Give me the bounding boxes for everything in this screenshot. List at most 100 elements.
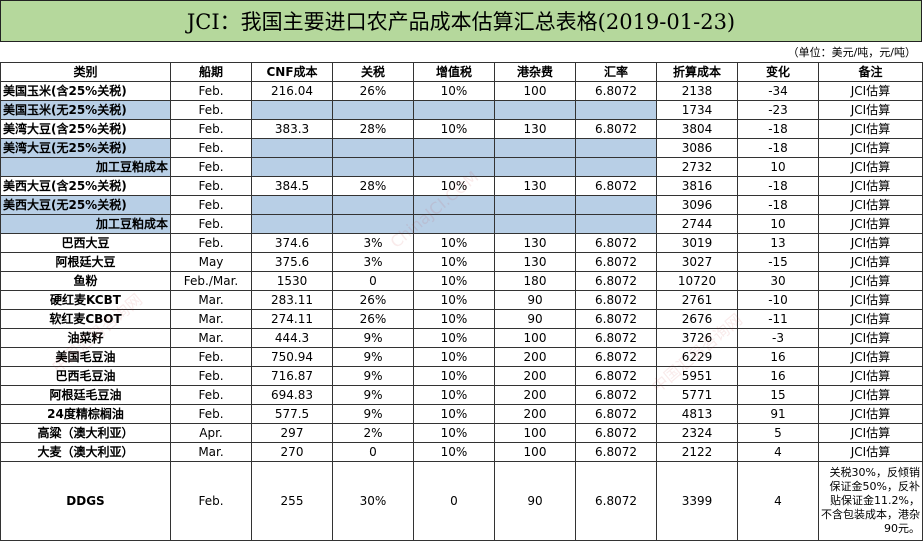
table-cell [413,214,495,234]
table-row: 巴西毛豆油 Feb. 716.87 9% 10% 200 6.8072 5951 16 JCI估算 [0,366,923,386]
table-cell: Feb. [170,100,252,120]
table-cell: Feb. [170,157,252,177]
table-row: 加工豆粕成本 Feb. 2744 10 JCI估算 [0,214,923,234]
table-cell: 9% [332,328,414,348]
table-cell [251,195,333,215]
table-cell: 5951 [656,366,738,386]
table-cell: JCI估算 [818,195,923,215]
table-cell: 6.8072 [575,119,657,139]
table-cell: 130 [494,119,576,139]
table-cell: 2324 [656,423,738,443]
table-cell [332,214,414,234]
table-cell [332,100,414,120]
table-cell: Feb. [170,404,252,424]
table-cell: Feb./Mar. [170,271,252,291]
table-cell: 90 [494,461,576,541]
table-cell: 2761 [656,290,738,310]
table-cell [413,195,495,215]
column-header: 港杂费 [494,62,576,82]
table-cell: 90 [494,309,576,329]
page-title: JCI：我国主要进口农产品成本估算汇总表格(2019-01-23) [0,0,922,42]
row-category: 美湾大豆(无25%关税) [0,138,171,158]
table-cell: -18 [737,138,819,158]
table-cell: 6.8072 [575,404,657,424]
table-cell [332,195,414,215]
row-category: 高粱（澳大利亚） [0,423,171,443]
table-cell: 100 [494,442,576,462]
table-cell: JCI估算 [818,328,923,348]
table-cell: 91 [737,404,819,424]
table-cell: 2676 [656,309,738,329]
table-cell: 16 [737,366,819,386]
table-cell: 694.83 [251,385,333,405]
table-cell: 5 [737,423,819,443]
table-cell: JCI估算 [818,233,923,253]
table-cell: 1734 [656,100,738,120]
table-cell: Mar. [170,328,252,348]
table-cell: JCI估算 [818,100,923,120]
table-cell: 9% [332,347,414,367]
table-cell: 26% [332,309,414,329]
table-cell: JCI估算 [818,290,923,310]
table-cell: 6.8072 [575,309,657,329]
table-cell: 297 [251,423,333,443]
table-cell: 90 [494,290,576,310]
table-cell [494,195,576,215]
table-row: 大麦（澳大利亚） Mar. 270 0 10% 100 6.8072 2122 4 JCI估算 [0,442,923,462]
table-cell: 100 [494,423,576,443]
table-cell: 26% [332,81,414,101]
table-cell: JCI估算 [818,366,923,386]
table-row: 阿根廷毛豆油 Feb. 694.83 9% 10% 200 6.8072 5771 15 JCI估… [0,385,923,405]
row-category: 加工豆粕成本 [0,157,171,177]
table-cell: 6.8072 [575,176,657,196]
table-cell: 3804 [656,119,738,139]
table-cell: 444.3 [251,328,333,348]
table-cell: Feb. [170,366,252,386]
table-cell: 4813 [656,404,738,424]
table-cell: 10% [413,366,495,386]
table-cell: 2744 [656,214,738,234]
table-cell: JCI估算 [818,252,923,272]
table-cell: 6.8072 [575,290,657,310]
column-header: CNF成本 [251,62,333,82]
table-cell: Feb. [170,347,252,367]
row-category: 24度精棕榈油 [0,404,171,424]
table-row-ddgs: DDGS Feb. 255 30% 0 90 6.8072 3399 4 关税30%，反倾销保证金… [0,461,923,541]
table-row: 阿根廷大豆 May 375.6 3% 10% 130 6.8072 3027 -15 JCI估算 [0,252,923,272]
table-cell: 130 [494,233,576,253]
table-row: 高粱（澳大利亚） Apr. 297 2% 10% 100 6.8072 2324 5 JCI估算 [0,423,923,443]
table-cell: Feb. [170,195,252,215]
table-cell: May [170,252,252,272]
table-cell [413,138,495,158]
table-cell: 16 [737,347,819,367]
table-cell: -10 [737,290,819,310]
table-cell: 6.8072 [575,271,657,291]
table-cell: Apr. [170,423,252,443]
table-cell: -18 [737,195,819,215]
table-cell: Feb. [170,385,252,405]
table-cell [494,214,576,234]
table-row: 加工豆粕成本 Feb. 2732 10 JCI估算 [0,157,923,177]
table-cell: 577.5 [251,404,333,424]
table-cell: JCI估算 [818,347,923,367]
column-header: 类别 [0,62,171,82]
table-cell: 10% [413,442,495,462]
table-cell: 130 [494,176,576,196]
table-cell: 180 [494,271,576,291]
table-cell [332,157,414,177]
table-cell: JCI估算 [818,271,923,291]
table-row: 美国玉米(无25%关税) Feb. 1734 -23 JCI估算 [0,100,923,120]
row-category: 美国玉米(无25%关税) [0,100,171,120]
table-cell: 3086 [656,138,738,158]
table-cell: 10% [413,176,495,196]
table-cell: Mar. [170,442,252,462]
table-cell: 6.8072 [575,442,657,462]
table-row: 油菜籽 Mar. 444.3 9% 10% 100 6.8072 3726 -3 JCI估算 [0,328,923,348]
table-cell: 3816 [656,176,738,196]
table-cell: 10% [413,404,495,424]
table-cell: 9% [332,366,414,386]
table-cell: 6.8072 [575,347,657,367]
table-cell: Feb. [170,461,252,541]
table-cell: 100 [494,328,576,348]
table-cell: 6.8072 [575,461,657,541]
